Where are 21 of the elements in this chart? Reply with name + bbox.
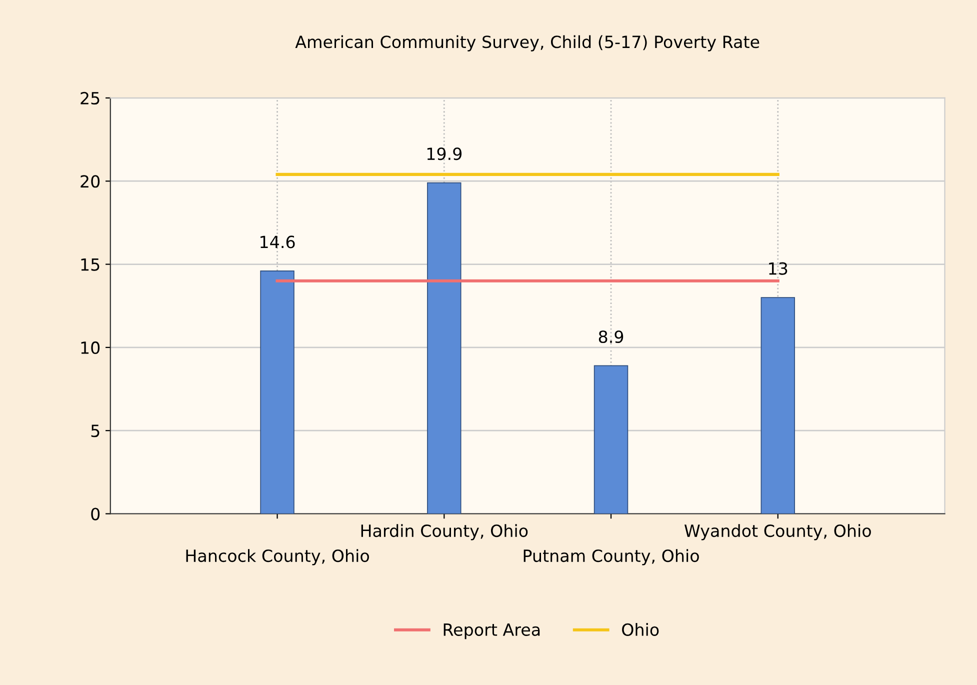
x-tick-label: Hancock County, Ohio bbox=[186, 549, 369, 566]
data-label: 19.9 bbox=[427, 147, 462, 160]
x-tick-label: Wyandot County, Ohio bbox=[684, 524, 871, 540]
data-label: 14.6 bbox=[260, 236, 295, 248]
bar bbox=[427, 182, 462, 514]
y-tick-label: 5 bbox=[91, 424, 100, 438]
y-tick-label: 25 bbox=[80, 92, 100, 105]
x-tick-label: Hardin County, Ohio bbox=[361, 524, 528, 540]
legend-label: Ohio bbox=[622, 623, 659, 636]
data-label: 13 bbox=[769, 262, 788, 275]
bar bbox=[594, 365, 628, 514]
y-tick-label: 15 bbox=[81, 258, 100, 271]
y-tick-label: 0 bbox=[91, 508, 100, 520]
chart-title: American Community Survey, Child (5-17) Poverty Rate bbox=[295, 35, 760, 52]
bar bbox=[760, 297, 795, 514]
x-tick-label: Putnam County, Ohio bbox=[524, 549, 699, 566]
legend-label: Report Area bbox=[444, 624, 540, 640]
y-tick-label: 10 bbox=[81, 341, 100, 354]
bar bbox=[260, 270, 294, 514]
y-tick-label: 20 bbox=[80, 175, 100, 188]
data-label: 8.9 bbox=[598, 330, 624, 344]
